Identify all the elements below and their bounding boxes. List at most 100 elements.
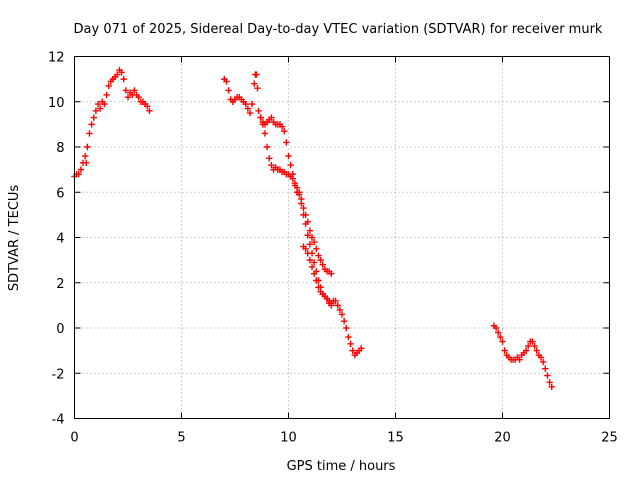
data-point	[537, 354, 545, 361]
y-tick-label: -4	[52, 413, 65, 428]
x-tick-label: 0	[70, 431, 78, 446]
data-point	[315, 284, 322, 291]
data-point	[92, 107, 100, 114]
data-point	[144, 103, 151, 110]
data-point	[332, 297, 339, 305]
data-point	[263, 143, 271, 151]
data-points	[71, 66, 555, 391]
data-point	[310, 259, 318, 266]
data-point	[310, 270, 318, 277]
data-point	[548, 383, 555, 391]
x-axis-ticks: 0 5 10 15 20 25	[70, 56, 618, 446]
data-point	[524, 342, 532, 350]
y-axis-label: SDTVAR / TECUs	[7, 185, 22, 292]
data-point	[306, 227, 314, 234]
series-segment-5	[490, 322, 555, 391]
data-point	[302, 220, 309, 228]
data-point	[323, 295, 331, 302]
data-point	[255, 107, 262, 114]
data-point	[268, 114, 275, 121]
data-point	[90, 114, 97, 121]
data-point	[131, 87, 138, 94]
data-point	[135, 94, 142, 101]
y-axis-ticks: -4 -2 0 2 4 6 8 10 12	[48, 51, 610, 428]
data-point	[334, 302, 341, 309]
data-point	[300, 204, 307, 212]
series-segment-2	[221, 71, 335, 277]
y-tick-label: 6	[56, 186, 64, 201]
x-tick-label: 20	[494, 431, 511, 446]
data-point	[287, 161, 294, 169]
data-point	[244, 105, 252, 112]
data-point	[304, 250, 311, 257]
y-tick-label: 0	[56, 322, 64, 337]
data-point	[319, 261, 326, 268]
data-point	[531, 342, 538, 350]
data-point	[522, 347, 530, 354]
data-point	[315, 252, 322, 259]
data-point	[257, 114, 264, 121]
data-point	[338, 311, 346, 318]
data-point	[261, 130, 269, 137]
data-point	[336, 306, 344, 314]
data-point	[313, 245, 320, 253]
data-point	[254, 84, 261, 92]
data-point	[497, 333, 504, 341]
data-point	[122, 87, 130, 94]
data-point	[313, 277, 320, 284]
data-point	[253, 71, 260, 78]
data-point	[304, 232, 311, 239]
data-point	[105, 82, 112, 90]
data-point	[300, 211, 307, 219]
x-axis-label: GPS time / hours	[287, 459, 396, 474]
data-point	[516, 356, 523, 363]
data-point	[101, 100, 108, 108]
data-point	[223, 78, 230, 85]
y-tick-label: 2	[56, 277, 64, 292]
data-point	[296, 191, 303, 198]
data-point	[492, 324, 500, 332]
data-point	[124, 94, 132, 101]
data-point	[546, 379, 553, 386]
data-point	[306, 256, 314, 264]
data-point	[118, 69, 125, 76]
data-point	[266, 155, 273, 162]
x-tick-label: 5	[177, 431, 185, 446]
series-segment-3	[257, 114, 365, 359]
data-point	[289, 175, 296, 182]
data-point	[308, 234, 316, 241]
data-point	[495, 329, 502, 336]
data-point	[499, 338, 506, 345]
data-point	[94, 100, 102, 108]
data-point	[501, 347, 508, 354]
y-tick-label: 12	[48, 51, 65, 66]
data-point	[285, 152, 292, 160]
data-point	[225, 87, 232, 94]
data-point	[328, 270, 335, 277]
data-point	[293, 184, 301, 191]
y-tick-label: 4	[56, 232, 64, 247]
data-point	[114, 71, 121, 78]
data-point	[83, 159, 90, 167]
data-point	[349, 347, 356, 354]
data-point	[82, 152, 89, 160]
data-point	[96, 105, 104, 112]
series-segment-1	[71, 66, 153, 180]
grid-lines	[74, 56, 610, 419]
data-point	[146, 107, 153, 114]
data-point	[317, 256, 324, 264]
data-point	[542, 365, 549, 372]
data-point	[283, 139, 290, 146]
chart-title: Day 071 of 2025, Sidereal Day-to-day VTE…	[74, 22, 603, 37]
data-point	[298, 200, 305, 207]
data-point	[302, 245, 309, 253]
data-point	[103, 91, 110, 99]
plot-frame	[74, 56, 610, 419]
data-point	[358, 345, 365, 352]
data-point	[84, 143, 91, 151]
x-tick-label: 25	[601, 431, 618, 446]
data-point	[340, 318, 348, 325]
y-tick-label: -2	[52, 367, 65, 382]
data-point	[248, 100, 256, 108]
